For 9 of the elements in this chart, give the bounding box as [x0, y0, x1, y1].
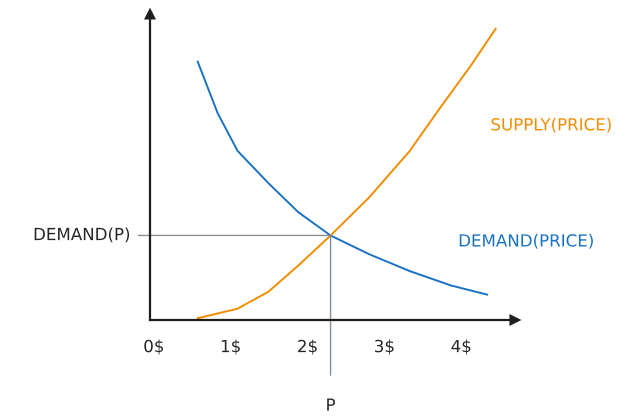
x-tick-label: 0$ [144, 339, 164, 355]
x-tick-label: 1$ [222, 339, 240, 355]
x-tick-label: 4$ [451, 339, 470, 355]
x-tick-label: 2$ [298, 339, 317, 355]
ref-line-label: P [327, 398, 336, 411]
text: SUPPLY(PRICE) [492, 118, 611, 133]
ref-line-label: DEMAND(P) [34, 227, 130, 242]
x-tick-label: 3$ [375, 339, 394, 355]
text: DEMAND(PRICE) [460, 234, 593, 249]
